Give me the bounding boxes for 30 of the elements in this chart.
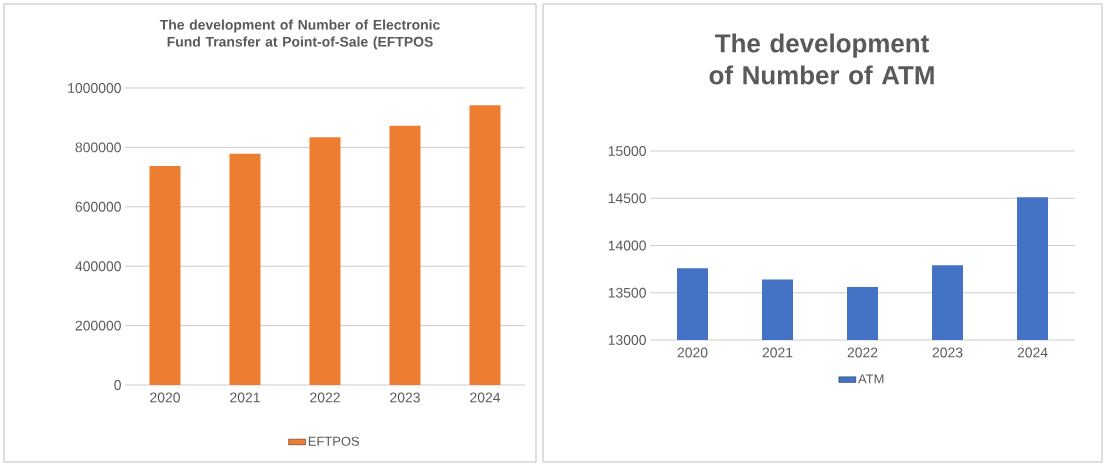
- bar: [149, 166, 181, 385]
- y-tick-label: 600000: [75, 201, 121, 212]
- y-tick-label: 14000: [608, 240, 646, 251]
- y-tick-label: 200000: [75, 320, 121, 331]
- x-tick-label: 2024: [470, 392, 501, 403]
- x-tick-label: 2024: [1017, 347, 1048, 358]
- bar: [229, 153, 261, 385]
- y-tick-label: 13000: [608, 335, 646, 345]
- x-tick-label: 2021: [230, 392, 260, 403]
- bar: [389, 125, 421, 385]
- y-tick-label: 0: [114, 380, 121, 390]
- legend-label: EFTPOS: [308, 436, 360, 446]
- y-tick-label: 15000: [608, 146, 646, 156]
- bar: [309, 137, 341, 385]
- x-tick-label: 2022: [310, 392, 340, 403]
- y-tick-label: 800000: [75, 142, 121, 153]
- x-tick-label: 2021: [762, 347, 793, 358]
- chart-title: The development of Number of Electronic Fund Transfer at Point-of-Sale (EFTPOS: [159, 19, 440, 50]
- x-tick-label: 2020: [677, 347, 708, 358]
- bar: [469, 105, 501, 385]
- x-tick-label: 2022: [847, 347, 878, 358]
- y-tick-label: 400000: [75, 261, 121, 272]
- x-tick-label: 2020: [150, 392, 180, 403]
- x-tick-label: 2023: [390, 392, 420, 403]
- y-tick-label: 1000000: [68, 83, 121, 93]
- chart-title: The development of Number of ATM: [709, 33, 934, 85]
- x-tick-label: 2023: [932, 347, 963, 358]
- y-tick-label: 13500: [608, 287, 646, 298]
- y-tick-label: 14500: [608, 193, 646, 204]
- legend-label: ATM: [858, 374, 884, 384]
